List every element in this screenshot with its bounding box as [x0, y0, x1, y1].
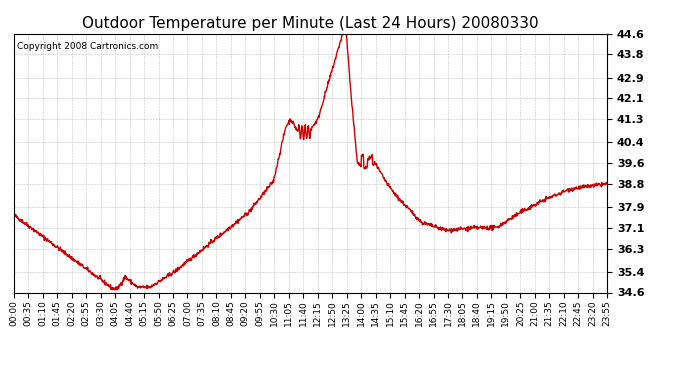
Title: Outdoor Temperature per Minute (Last 24 Hours) 20080330: Outdoor Temperature per Minute (Last 24 … [82, 16, 539, 31]
Text: Copyright 2008 Cartronics.com: Copyright 2008 Cartronics.com [17, 42, 158, 51]
